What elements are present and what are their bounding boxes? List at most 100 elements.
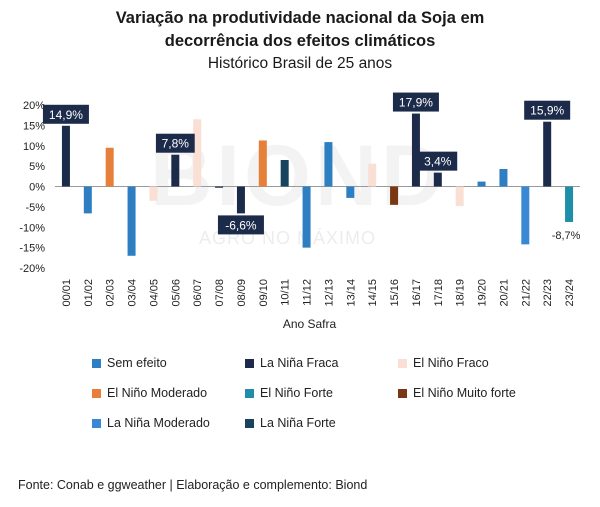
legend-item: La Niña Fraca [245,355,339,371]
y-tick-label: -15% [19,243,45,255]
bar-23/24 [565,186,574,222]
x-axis-title: Ano Safra [283,317,337,331]
bar-13/14 [346,186,355,198]
legend-item: El Niño Muito forte [398,385,516,401]
legend-label: El Niño Moderado [107,386,208,400]
x-tick-label: 03/04 [127,279,139,307]
data-label: 17,9% [399,96,433,110]
data-label-box [418,151,458,171]
data-label: 3,4% [424,155,452,169]
chart-title-line1: Variação na produtividade nacional da So… [115,9,485,27]
y-tick-label: -10% [19,222,45,234]
chart-subtitle: Histórico Brasil de 25 anos [207,55,393,72]
x-tick-label: 21/22 [520,279,532,307]
x-tick-label: 02/03 [105,279,117,307]
y-tick-label: 15% [23,120,45,132]
data-label-box [524,100,571,120]
bar-12/13 [324,142,333,187]
data-label-box [42,104,89,124]
data-label-box [392,92,439,112]
legend-label: El Niño Fraco [413,356,489,370]
bar-21/22 [521,186,530,245]
data-label: 7,8% [162,137,190,151]
legend-label: Sem efeito [107,356,167,370]
y-tick-label: 10% [23,141,45,153]
y-tick-label: -20% [19,263,45,275]
bar-07/08 [215,186,224,188]
legend-item: La Niña Moderado [92,415,210,431]
data-label: 14,9% [49,108,83,122]
legend-item: Sem efeito [92,355,167,371]
bar-10/11 [280,160,289,187]
x-tick-label: 08/09 [236,279,248,307]
x-tick-label: 15/16 [389,279,401,307]
legend-label: La Niña Moderado [107,416,210,430]
x-tick-label: 10/11 [280,279,292,306]
bar-22/23 [543,121,552,187]
bar-19/20 [477,181,486,187]
bar-04/05 [149,186,158,201]
data-label-box [217,215,264,235]
y-tick-label: 0% [29,182,45,194]
bar-20/21 [499,168,508,187]
x-tick-label: 06/07 [192,279,204,307]
bar-00/01 [61,125,70,187]
legend-swatch [92,359,101,368]
x-tick-label: 12/13 [323,279,335,307]
data-label: 15,9% [530,104,564,118]
x-tick-label: 17/18 [433,279,445,307]
x-tick-label: 05/06 [170,279,182,307]
legend-label: La Niña Fraca [260,356,339,370]
legend-item: La Niña Forte [245,415,336,431]
legend-swatch [398,359,407,368]
bar-18/19 [455,186,464,207]
x-tick-label: 20/21 [498,279,510,307]
bar-chart: 20% 15% 10% 5% 0% -5% -10% -15% -20% 00/01 01/02 02… [19,92,581,331]
bar-08/09 [236,186,245,214]
legend-item: El Niño Fraco [398,355,489,371]
x-tick-label: 14/15 [367,279,379,307]
legend-swatch [245,359,254,368]
x-tick-label: 11/12 [302,279,314,306]
bar-11/12 [302,186,311,248]
x-tick-label: 22/23 [542,279,554,307]
legend-label: El Niño Muito forte [413,386,516,400]
legend-swatch [92,389,101,398]
legend-label: El Niño Forte [260,386,333,400]
legend-swatch [245,419,254,428]
x-tick-label: 18/19 [455,279,467,307]
bar-14/15 [368,163,377,187]
legend-swatch [92,419,101,428]
chart-title-line2: decorrência dos efeitos climáticos [164,32,436,50]
x-tick-label: 01/02 [83,279,95,307]
x-tick-label: 23/24 [564,279,576,307]
x-tick-label: 09/10 [258,279,270,307]
legend-label: La Niña Forte [260,416,336,430]
bar-09/10 [258,140,267,187]
x-tick-label: 07/08 [214,279,226,307]
legend-item: El Niño Moderado [92,385,207,401]
bar-17/18 [433,172,442,187]
y-tick-label: 20% [23,100,45,112]
x-tick-label: 19/20 [477,279,489,307]
data-label-box [155,133,195,153]
bar-16/17 [411,113,420,187]
x-tick-label: 04/05 [148,279,160,307]
x-tick-label: 13/14 [345,279,357,307]
data-label: -8,7% [552,230,581,242]
legend-swatch [245,389,254,398]
data-label: -6,6% [225,218,257,232]
bar-01/02 [83,186,92,214]
bar-05/06 [171,154,180,187]
bar-15/16 [390,186,399,205]
source-footer: Fonte: Conab e ggweather | Elaboração e … [18,478,368,492]
bar-06/07 [193,119,202,187]
y-tick-label: 5% [29,161,45,173]
x-tick-label: 00/01 [61,279,73,307]
bar-02/03 [105,147,114,187]
legend-swatch [398,389,407,398]
legend-item: El Niño Forte [245,385,333,401]
y-tick-label: -5% [25,202,45,214]
bar-03/04 [127,186,136,256]
x-tick-label: 16/17 [411,279,423,307]
